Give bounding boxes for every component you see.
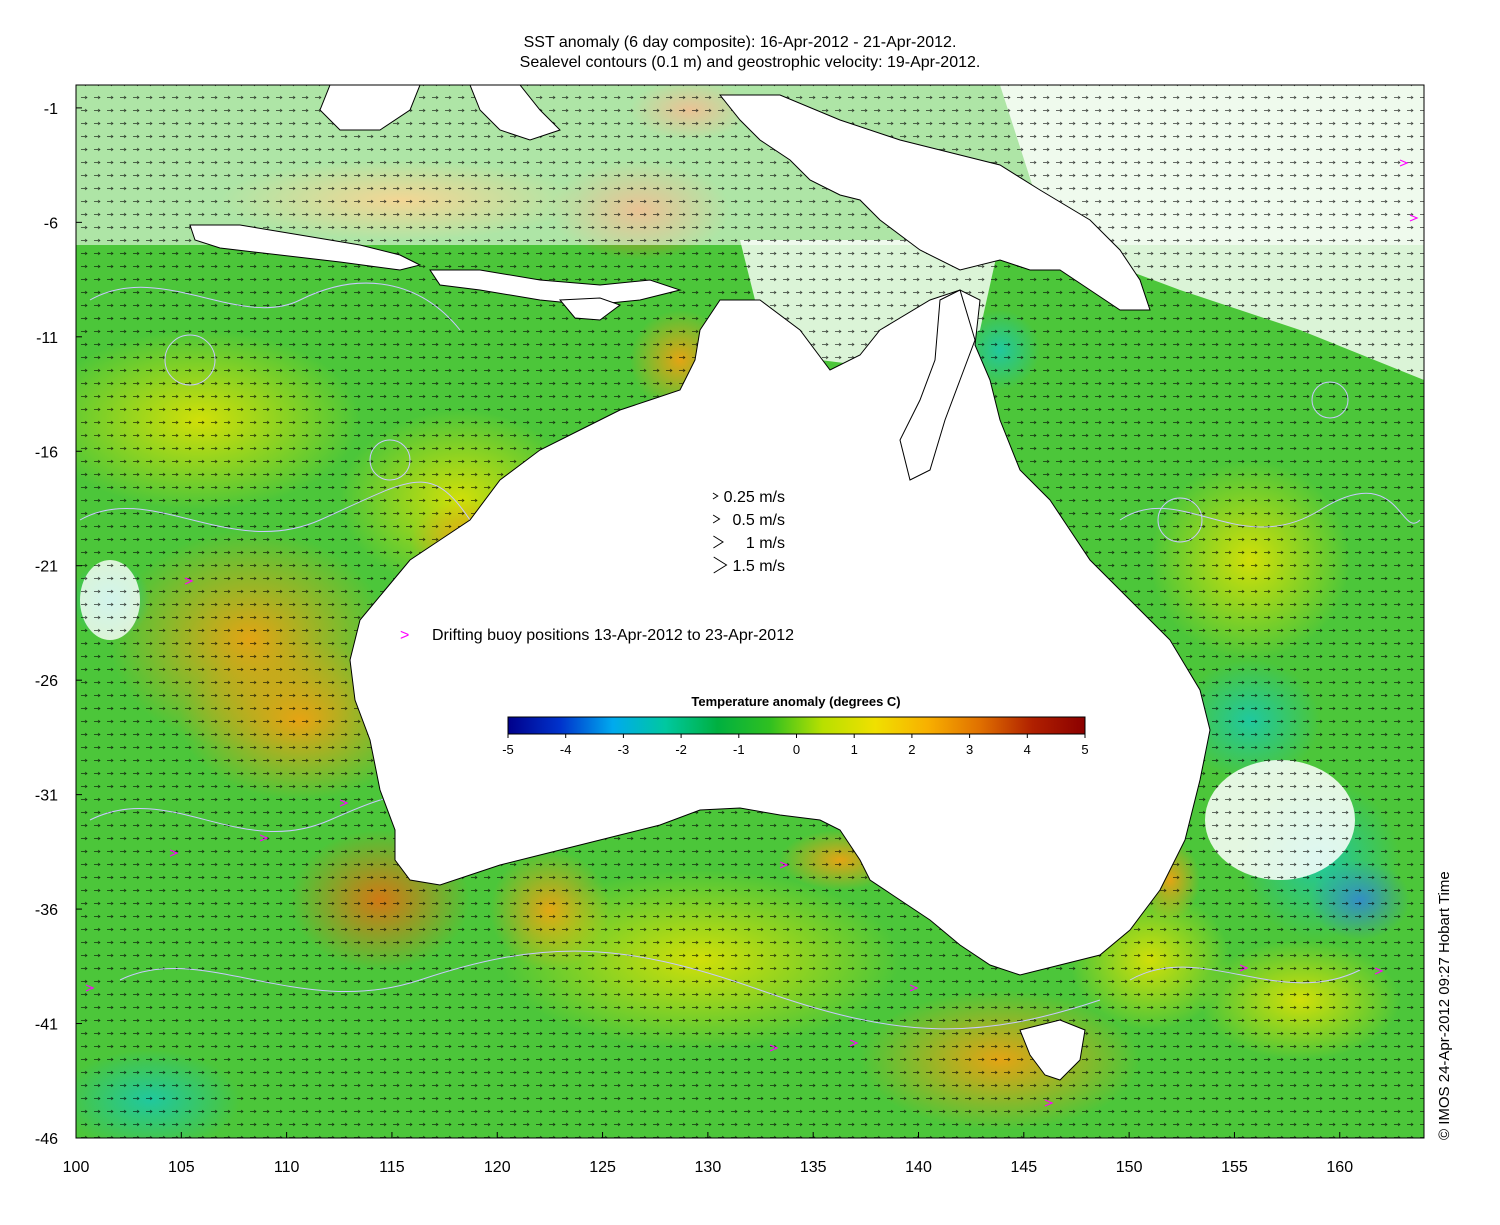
velocity-legend-label: 0.5 m/s — [733, 512, 785, 529]
velocity-legend-label: 0.25 m/s — [724, 489, 785, 506]
lon-tick-label: 115 — [379, 1159, 405, 1176]
imos-credit: © IMOS 24-Apr-2012 09:27 Hobart Time — [1436, 871, 1453, 1140]
borneo-sulawesi-landmass — [319, 85, 421, 131]
lon-tick-label: 100 — [63, 1159, 90, 1176]
lon-tick-label: 140 — [905, 1159, 932, 1176]
colorbar-tick-label: -1 — [733, 742, 745, 757]
lon-tick-label: 150 — [1116, 1159, 1143, 1176]
velocity-legend-arrow — [713, 556, 728, 574]
lon-tick-label: 135 — [800, 1159, 827, 1176]
colorbar-tick-label: 0 — [793, 742, 800, 757]
lesser-sunda-landmass — [429, 269, 682, 306]
lon-tick-label: 110 — [274, 1159, 300, 1176]
buoy-legend-symbol: > — [400, 627, 409, 644]
velocity-legend-arrow — [713, 535, 724, 549]
drifting-buoys — [85, 159, 1419, 1107]
lat-tick-label: -31 — [35, 788, 58, 805]
lat-tick-label: -41 — [35, 1017, 58, 1034]
colorbar-tick-label: 1 — [851, 742, 858, 757]
colorbar-bar — [507, 716, 1086, 735]
lon-tick-label: 145 — [1010, 1159, 1037, 1176]
velocity-legend-label: 1.5 m/s — [733, 558, 785, 575]
colorbar: Temperature anomaly (degrees C) -5 -4 -3 -2… — [502, 694, 1088, 757]
lat-tick-label: -1 — [44, 101, 58, 118]
lon-tick-label: 155 — [1221, 1159, 1248, 1176]
new-guinea-landmass — [718, 94, 1151, 311]
lon-tick-label: 160 — [1326, 1159, 1353, 1176]
lat-tick-label: -46 — [35, 1131, 58, 1148]
velocity-legend-arrow — [712, 492, 719, 500]
lat-tick-label: -6 — [44, 215, 58, 232]
colorbar-tick-label: -4 — [560, 742, 572, 757]
tasmania-landmass — [1019, 1019, 1086, 1081]
sulawesi-landmass — [469, 85, 561, 141]
lat-tick-label: -21 — [35, 559, 58, 576]
lat-tick-label: -26 — [35, 673, 58, 690]
title-line-1: SST anomaly (6 day composite): 16-Apr-20… — [523, 34, 957, 51]
lat-tick-label: -36 — [35, 902, 58, 919]
sealevel-contours — [79, 282, 1421, 1030]
australia-landmass — [349, 289, 1211, 976]
velocity-legend-arrow — [712, 514, 721, 524]
velocity-legend: 0.25 m/s 0.5 m/s 1 m/s 1.5 m/s — [712, 489, 785, 575]
colorbar-tick-label: 4 — [1024, 742, 1031, 757]
colorbar-ticks: -5 -4 -3 -2 -1 0 1 2 3 4 5 — [502, 734, 1089, 757]
lat-tick-label: -11 — [36, 330, 58, 347]
lon-tick-label: 120 — [484, 1159, 511, 1176]
velocity-legend-label: 1 m/s — [746, 535, 785, 552]
lon-tick-label: 130 — [695, 1159, 722, 1176]
buoy-legend-label: Drifting buoy positions 13-Apr-2012 to 2… — [432, 627, 794, 644]
plot-frame — [75, 84, 1425, 1139]
lon-tick-label: 105 — [168, 1159, 195, 1176]
buoy-legend: > Drifting buoy positions 13-Apr-2012 to… — [400, 627, 794, 644]
latitude-axis: -1 -6 -11 -16 -21 -26 -31 -36 -41 -46 — [35, 101, 82, 1148]
java-landmass — [189, 224, 422, 271]
colorbar-tick-label: 3 — [966, 742, 973, 757]
title-line-2: Sealevel contours (0.1 m) and geostrophi… — [519, 54, 981, 71]
cape-york-landmass — [899, 289, 976, 481]
colorbar-tick-label: 5 — [1081, 742, 1088, 757]
timor-landmass — [558, 297, 622, 321]
plot-area — [76, 85, 1424, 1138]
colorbar-tick-label: 2 — [908, 742, 915, 757]
lat-tick-label: -16 — [35, 444, 58, 461]
lon-tick-label: 125 — [589, 1159, 616, 1176]
colorbar-tick-label: -5 — [502, 742, 514, 757]
longitude-axis: 100 105 110 115 120 125 130 135 140 145 150 155 160 — [63, 1132, 1353, 1176]
colorbar-title: Temperature anomaly (degrees C) — [691, 694, 900, 709]
colorbar-tick-label: -2 — [675, 742, 687, 757]
colorbar-tick-label: -3 — [618, 742, 630, 757]
